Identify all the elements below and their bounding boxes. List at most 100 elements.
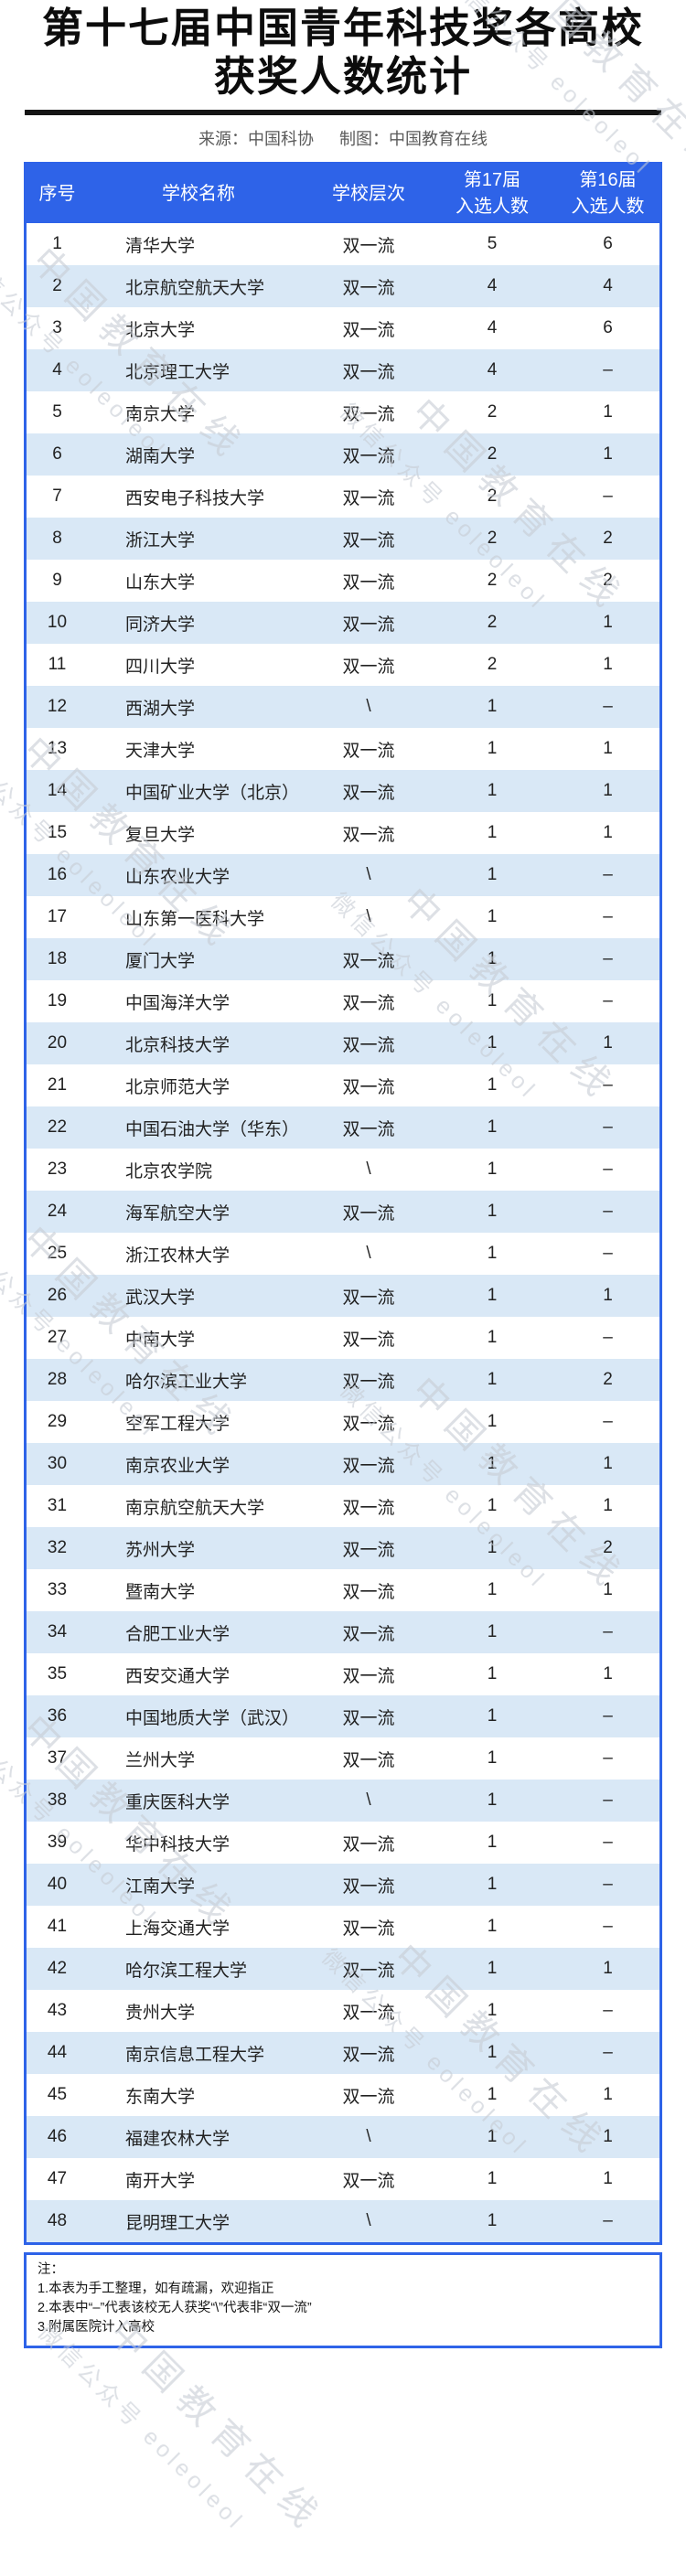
cell-16th-count: 1 [603,2127,613,2147]
table-row: 48 昆明理工大学 \ 1 – [27,2200,659,2243]
cell-school-name: 中国海洋大学 [125,993,230,1013]
col-school-name-header: 学校名称 [88,165,309,224]
cell-school-name: 上海交通大学 [125,1919,230,1939]
cell-tier: 双一流 [342,1750,395,1770]
cell-17th-count: 1 [487,2001,498,2021]
cell-index: 45 [47,2085,68,2105]
cell-index: 12 [47,697,68,717]
cell-school-name: 北京科技大学 [125,1035,230,1055]
cell-16th-count: 6 [603,234,613,254]
cell-17th-count: 1 [487,2127,498,2147]
cell-17th-count: 1 [487,2085,498,2105]
cell-16th-count: – [603,1412,613,1432]
cell-school-name: 中国矿业大学（北京） [125,783,300,803]
cell-17th-count: 4 [487,360,498,380]
cell-tier: 双一流 [342,446,395,466]
cell-17th-count: 1 [487,1833,498,1853]
col-index-header: 序号 [27,165,88,224]
table-row: 47 南开大学 双一流 1 1 [27,2158,659,2200]
cell-index: 21 [47,1075,68,1096]
cell-17th-count: 1 [487,907,498,927]
cell-tier: \ [366,697,371,717]
table-row: 43 贵州大学 双一流 1 – [27,1990,659,2032]
col-16th-line1: 第16届 [579,170,637,191]
cell-index: 3 [52,318,62,338]
page-title: 第十七届中国青年科技奖各高校 获奖人数统计 [0,0,686,101]
cell-tier: \ [366,1790,371,1811]
cell-16th-count: – [603,949,613,969]
cell-17th-count: 4 [487,276,498,296]
cell-tier: \ [366,907,371,927]
cell-index: 44 [47,2043,68,2063]
table-row: 22 中国石油大学（华东） 双一流 1 – [27,1106,659,1149]
cell-tier: \ [366,865,371,885]
cell-school-name: 暨南大学 [125,1582,196,1602]
cell-tier: 双一流 [342,1666,395,1686]
cell-index: 11 [48,655,67,675]
cell-index: 43 [47,2001,68,2021]
cell-index: 38 [47,1790,68,1811]
cell-index: 22 [47,1117,68,1138]
cell-index: 25 [47,1244,68,1264]
table-row: 11 四川大学 双一流 2 1 [27,644,659,686]
cell-16th-count: – [603,1790,613,1811]
table-row: 37 兰州大学 双一流 1 – [27,1737,659,1780]
cell-tier: 双一流 [342,2003,395,2023]
table-row: 32 苏州大学 双一流 1 2 [27,1527,659,1570]
cell-16th-count: 1 [603,1454,613,1474]
table-row: 21 北京师范大学 双一流 1 – [27,1064,659,1106]
cell-school-name: 山东第一医科大学 [125,909,265,929]
cell-school-name: 四川大学 [125,657,196,677]
cell-index: 34 [47,1622,68,1642]
footnote-item: 3.附属医院计入高校 [38,2320,155,2336]
cell-index: 17 [47,907,68,927]
table-row: 36 中国地质大学（武汉） 双一流 1 – [27,1695,659,1738]
cell-index: 5 [52,402,62,422]
cell-school-name: 福建农林大学 [125,2129,230,2149]
cell-16th-count: – [603,1833,613,1853]
cell-index: 8 [52,529,62,549]
cell-index: 24 [47,1202,68,1222]
table-row: 44 南京信息工程大学 双一流 1 – [27,2032,659,2075]
cell-index: 26 [47,1286,68,1306]
cell-school-name: 南京航空航天大学 [125,1498,265,1518]
col-16th-count-header: 第16届 入选人数 [556,165,659,224]
cell-17th-count: 1 [487,1748,498,1769]
table-row: 12 西湖大学 \ 1 – [27,686,659,729]
table-row: 27 中南大学 双一流 1 – [27,1317,659,1359]
cell-17th-count: 1 [487,1875,498,1895]
infographic: 第十七届中国青年科技奖各高校 获奖人数统计 来源：中国科协 制图：中国教育在线 序… [0,0,686,2349]
cell-17th-count: 1 [487,697,498,717]
cell-index: 14 [47,781,68,801]
cell-17th-count: 2 [487,529,498,549]
cell-tier: 双一流 [342,993,395,1013]
cell-17th-count: 1 [487,1370,498,1390]
table-row: 46 福建农林大学 \ 1 1 [27,2116,659,2159]
cell-16th-count: – [603,697,613,717]
cell-tier: 双一流 [342,951,395,971]
cell-16th-count: – [603,1202,613,1222]
cell-school-name: 湖南大学 [125,446,196,466]
cell-index: 39 [47,1833,68,1853]
cell-index: 20 [47,1033,68,1053]
table-row: 8 浙江大学 双一流 2 2 [27,518,659,561]
cell-16th-count: – [603,2001,613,2021]
cell-16th-count: – [603,486,613,507]
cell-tier: 双一流 [342,530,395,550]
cell-index: 6 [52,444,62,465]
table-row: 3 北京大学 双一流 4 6 [27,307,659,349]
table-row: 19 中国海洋大学 双一流 1 – [27,980,659,1022]
source-line: 来源：中国科协 制图：中国教育在线 [0,126,686,150]
cell-17th-count: 1 [487,739,498,759]
cell-16th-count: – [603,1622,613,1642]
cell-index: 27 [47,1328,68,1348]
cell-17th-count: 1 [487,865,498,885]
table-row: 6 湖南大学 双一流 2 1 [27,433,659,476]
cell-index: 19 [47,991,68,1011]
cell-17th-count: 5 [487,234,498,254]
cell-tier: 双一流 [342,404,395,424]
cell-17th-count: 2 [487,444,498,465]
cell-index: 31 [47,1496,68,1516]
table-row: 15 复旦大学 双一流 1 1 [27,812,659,854]
cell-16th-count: 1 [603,1286,613,1306]
